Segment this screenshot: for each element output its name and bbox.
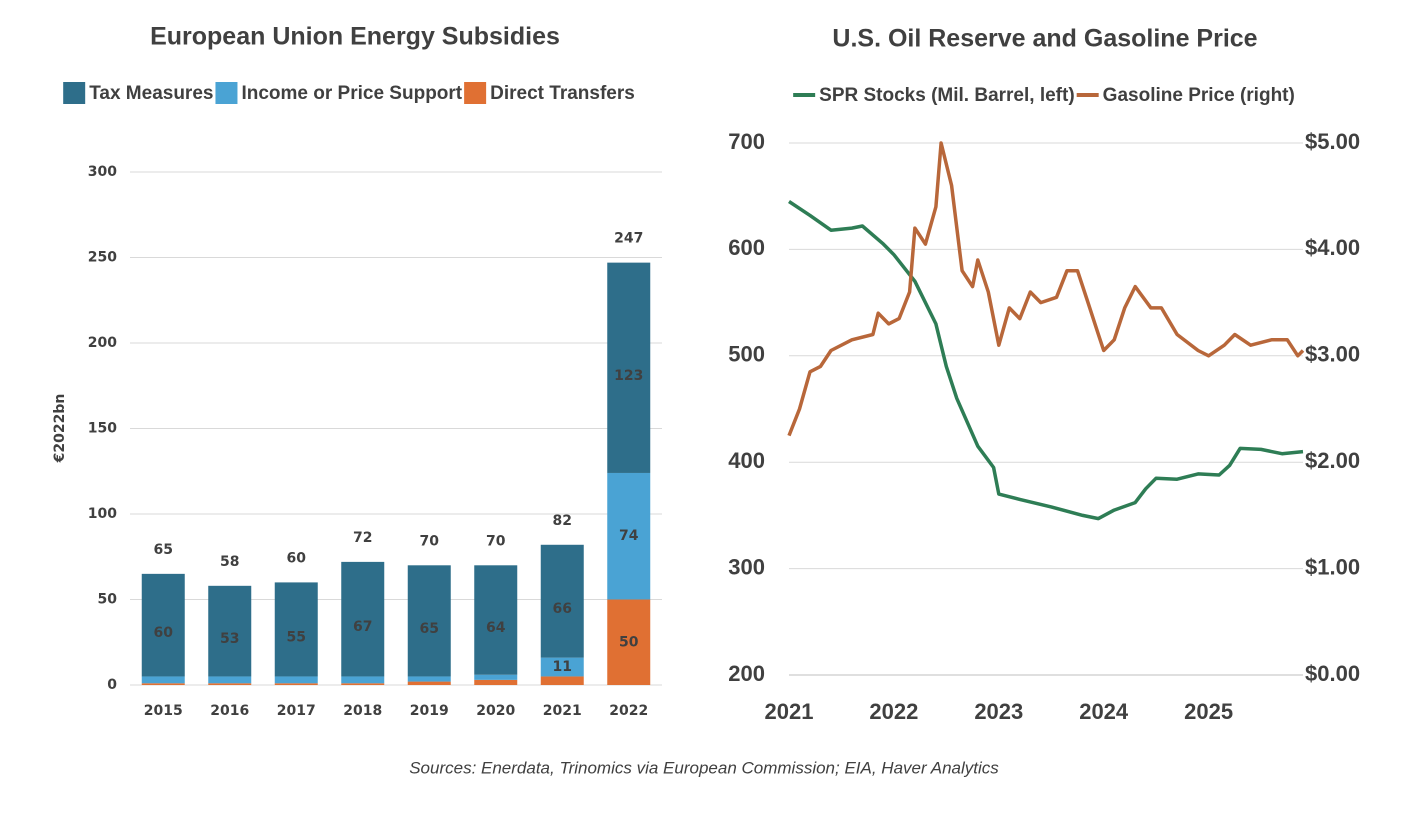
legend-swatch — [464, 82, 487, 104]
x-tick-label: 2020 — [476, 703, 515, 719]
bar-segment — [407, 565, 451, 677]
legend-label: SPR Stocks (Mil. Barrel, left) — [819, 85, 1075, 106]
x-tick-label: 2021 — [543, 703, 582, 719]
value-label: 55 — [287, 629, 306, 645]
bar-segment — [407, 676, 451, 682]
total-label: 247 — [614, 231, 643, 247]
value-label: 11 — [553, 659, 572, 675]
legend-label: Direct Transfers — [490, 83, 635, 104]
y-tick-label: 50 — [98, 592, 118, 608]
y2-tick-label: $1.00 — [1305, 554, 1360, 579]
y-tick-label: 150 — [88, 421, 117, 437]
bar-segment — [607, 472, 651, 600]
y-tick-label: 300 — [728, 554, 765, 579]
bar-segment — [607, 262, 651, 473]
y2-tick-label: $3.00 — [1305, 342, 1360, 367]
value-label: 123 — [614, 368, 643, 384]
chart-title: U.S. Oil Reserve and Gasoline Price — [832, 25, 1257, 53]
x-tick-label: 2023 — [974, 699, 1023, 724]
x-tick-label: 2022 — [609, 703, 648, 719]
total-label: 58 — [220, 554, 239, 570]
y-tick-label: 400 — [728, 448, 765, 473]
y-tick-label: 300 — [88, 164, 117, 180]
bar-segment — [141, 573, 185, 677]
y-tick-label: 0 — [107, 677, 117, 693]
bar-segment — [274, 683, 318, 685]
legend-swatch — [63, 82, 86, 104]
bar-segment — [540, 676, 584, 685]
y2-tick-label: $2.00 — [1305, 448, 1360, 473]
bar-segment — [474, 679, 518, 685]
total-label: 70 — [420, 533, 440, 549]
bar-segment — [474, 565, 518, 675]
x-tick-label: 2015 — [144, 703, 183, 719]
bar-segment — [141, 683, 185, 685]
value-label: 64 — [486, 620, 506, 636]
x-tick-label: 2018 — [343, 703, 382, 719]
bar-segment — [141, 676, 185, 684]
y-tick-label: 200 — [728, 661, 765, 686]
legend-label: Tax Measures — [89, 83, 213, 104]
value-label: 53 — [220, 631, 239, 647]
bar-segment — [341, 683, 385, 685]
bar-segment — [540, 657, 584, 677]
value-label: 67 — [353, 619, 372, 635]
bar-segment — [274, 676, 318, 684]
y-tick-label: 200 — [88, 335, 117, 351]
y-tick-label: 700 — [728, 129, 765, 154]
y2-tick-label: $5.00 — [1305, 129, 1360, 154]
x-tick-label: 2017 — [277, 703, 316, 719]
value-label: 66 — [553, 601, 572, 617]
bar-segment — [341, 561, 385, 677]
total-label: 82 — [553, 513, 572, 529]
bar-segment — [274, 582, 318, 677]
bar-segment — [208, 683, 252, 685]
value-label: 65 — [420, 621, 439, 637]
x-tick-label: 2021 — [765, 699, 814, 724]
bar-segment — [607, 599, 651, 685]
chart-title: European Union Energy Subsidies — [150, 23, 560, 51]
legend-label: Gasoline Price (right) — [1103, 85, 1295, 106]
x-tick-label: 2016 — [210, 703, 249, 719]
bar-segment — [341, 676, 385, 684]
bar-segment — [540, 544, 584, 658]
y-tick-label: 100 — [88, 506, 117, 522]
total-label: 65 — [154, 542, 173, 558]
bar-segment — [208, 676, 252, 684]
line-series — [787, 141, 1305, 437]
y2-tick-label: $4.00 — [1305, 235, 1360, 260]
y2-tick-label: $0.00 — [1305, 661, 1360, 686]
line-series — [788, 200, 1304, 521]
y-tick-label: 250 — [88, 250, 117, 266]
x-tick-label: 2019 — [410, 703, 449, 719]
total-label: 70 — [486, 533, 506, 549]
x-tick-label: 2024 — [1079, 699, 1129, 724]
bar-segment — [208, 585, 252, 677]
bar-segment — [407, 681, 451, 685]
legend-label: Income or Price Support — [241, 83, 462, 104]
bar-segment — [474, 674, 518, 680]
value-label: 74 — [619, 528, 639, 544]
x-tick-label: 2025 — [1184, 699, 1233, 724]
y-tick-label: 600 — [728, 235, 765, 260]
legend-swatch — [215, 82, 238, 104]
value-label: 60 — [154, 625, 174, 641]
y-tick-label: 500 — [728, 342, 765, 367]
total-label: 72 — [353, 530, 372, 546]
total-label: 60 — [287, 550, 307, 566]
value-label: 50 — [619, 634, 639, 650]
source-note: Sources: Enerdata, Trinomics via Europea… — [409, 758, 999, 777]
x-tick-label: 2022 — [869, 699, 918, 724]
y-axis-label: €2022bn — [52, 394, 68, 464]
